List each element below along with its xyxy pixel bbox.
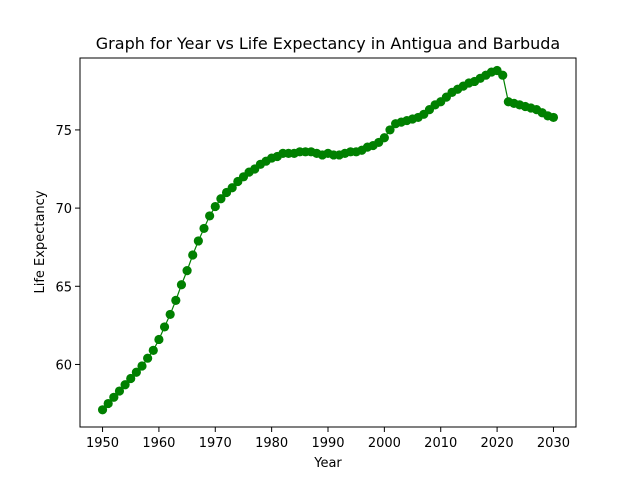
x-tick-label: 1970 — [199, 436, 232, 451]
data-point — [114, 386, 125, 396]
y-axis-ticks: 60 65 70 75 — [55, 124, 80, 373]
data-point — [159, 322, 170, 332]
x-tick-label: 2000 — [368, 436, 401, 451]
x-tick-label: 2020 — [481, 436, 514, 451]
data-point — [103, 398, 113, 409]
data-point — [498, 70, 508, 80]
data-point — [216, 194, 226, 204]
data-point — [199, 223, 209, 234]
x-axis-ticks: 1950 1960 1970 1980 1990 2000 2010 2020 2030 — [86, 427, 570, 451]
data-point — [154, 334, 164, 345]
data-point — [210, 201, 220, 212]
data-point — [176, 280, 187, 290]
data-point — [109, 392, 119, 402]
data-point — [97, 405, 108, 415]
x-tick-label: 2010 — [424, 436, 457, 451]
x-tick-label: 1990 — [311, 436, 344, 451]
data-point — [182, 266, 192, 276]
x-tick-label: 2030 — [537, 436, 570, 451]
data-point — [193, 236, 203, 246]
data-point — [126, 373, 136, 384]
x-axis-label: Year — [313, 456, 342, 471]
y-tick-label: 60 — [55, 358, 72, 373]
y-tick-label: 75 — [55, 124, 72, 139]
y-axis-label: Life Expectancy — [33, 190, 48, 293]
data-point — [188, 250, 198, 260]
x-tick-label: 1980 — [255, 436, 288, 451]
data-point — [120, 380, 130, 390]
chart-title: Graph for Year vs Life Expectancy in Ant… — [96, 34, 560, 53]
data-point — [148, 345, 158, 355]
y-tick-label: 70 — [55, 202, 72, 217]
data-point — [379, 133, 389, 143]
plot-area: 1950 1960 1970 1980 1990 2000 2010 2020 2030 606… — [55, 57, 577, 451]
x-tick-label: 1960 — [142, 436, 175, 451]
data-point — [385, 125, 395, 135]
data-point — [131, 367, 141, 377]
axes-frame — [79, 57, 577, 428]
data-point — [171, 295, 181, 305]
x-tick-label: 1950 — [86, 436, 119, 451]
data-point — [205, 211, 215, 221]
data-point — [227, 183, 237, 193]
y-tick-label: 65 — [55, 280, 72, 295]
data-point — [137, 361, 147, 371]
series-layer — [97, 65, 559, 415]
data-point — [143, 353, 153, 363]
data-point — [548, 112, 559, 123]
data-point — [165, 309, 175, 320]
